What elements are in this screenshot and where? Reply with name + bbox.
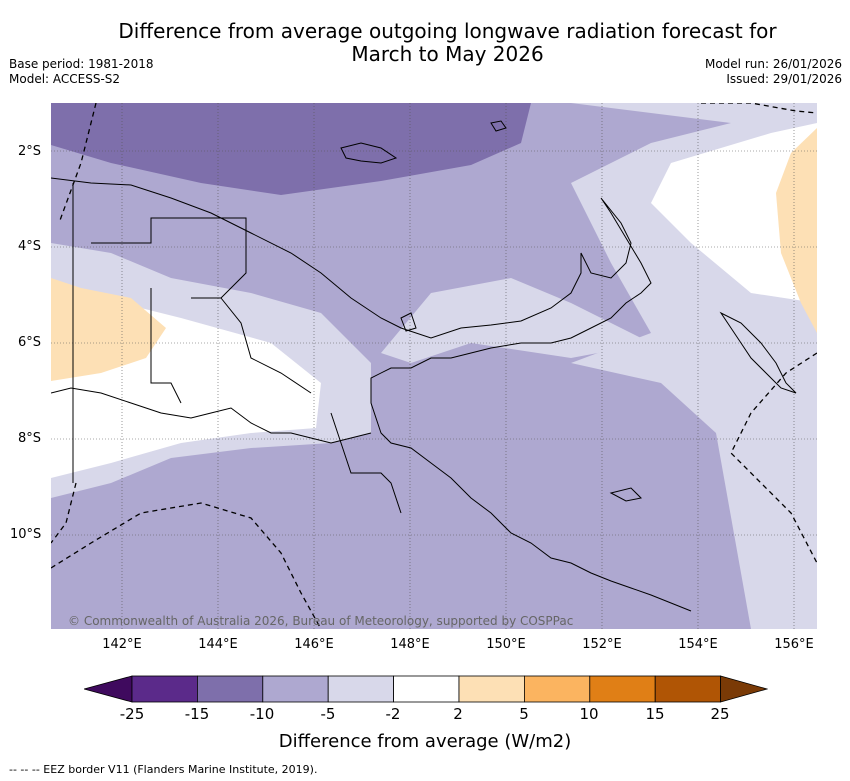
map-svg <box>51 103 817 629</box>
colorbar-title: Difference from average (W/m2) <box>278 731 572 752</box>
colorbar-segment <box>131 675 198 703</box>
colorbar-segment <box>523 675 591 703</box>
lon-label-146e: 146°E <box>294 637 334 652</box>
lat-label-10s: 10°S <box>10 527 42 542</box>
colorbar-tick: 5 <box>519 705 529 723</box>
eez-north-east <box>701 103 817 114</box>
base-period: Base period: 1981-2018 <box>9 57 154 71</box>
colorbar-tick: -5 <box>320 705 336 723</box>
colorbar-segment <box>458 675 525 703</box>
colorbar-segment <box>197 675 264 703</box>
lat-label-6s: 6°S <box>18 335 42 350</box>
province-border-1 <box>150 288 182 404</box>
manus-island <box>340 142 398 164</box>
colorbar-extend-right <box>720 675 768 703</box>
png-south-coast <box>51 387 372 444</box>
field-minus5-central <box>381 278 651 363</box>
colorbar-extend-left <box>84 675 133 703</box>
lat-label-8s: 8°S <box>18 431 42 446</box>
colorbar-tick: 15 <box>645 705 665 723</box>
small-island-2 <box>490 120 507 132</box>
field-plus2-west <box>51 278 166 381</box>
coastlines <box>51 120 797 612</box>
lon-label-156e: 156°E <box>774 637 814 652</box>
map-area[interactable] <box>51 103 817 629</box>
field-minus15-north <box>51 103 531 195</box>
issued-date: Issued: 29/01/2026 <box>726 72 842 86</box>
colorbar-segment <box>393 675 460 703</box>
colorbar-segment <box>327 675 394 703</box>
eez-borders <box>51 103 817 629</box>
lat-label-2s: 2°S <box>18 144 42 159</box>
colorbar-tick: -15 <box>184 705 210 723</box>
colorbar-segment <box>589 675 656 703</box>
lon-label-148e: 148°E <box>390 637 430 652</box>
field-plus2-east <box>776 128 817 333</box>
colorbar-segment <box>262 675 329 703</box>
model-run: Model run: 26/01/2026 <box>704 57 842 71</box>
colorbar-tick: -25 <box>119 705 145 723</box>
small-island-3 <box>609 487 643 502</box>
lon-label-142e: 142°E <box>102 637 142 652</box>
eez-south <box>51 502 322 629</box>
province-border-4 <box>330 412 402 514</box>
borders <box>72 183 402 514</box>
province-border-3 <box>220 297 312 394</box>
eez-west-south <box>51 482 77 544</box>
png-north-coast <box>51 177 692 612</box>
field-neutral-east <box>651 123 817 303</box>
colorbar <box>84 675 768 703</box>
eez-footnote: -- -- -- EEZ border V11 (Flanders Marine… <box>9 763 318 776</box>
model-name: Model: ACCESS-S2 <box>9 72 121 86</box>
colorbar-tick: 10 <box>579 705 599 723</box>
lon-label-144e: 144°E <box>198 637 238 652</box>
colorbar-tick: -10 <box>249 705 275 723</box>
copyright-text: © Commonwealth of Australia 2026, Bureau… <box>68 614 574 628</box>
lon-label-152e: 152°E <box>582 637 622 652</box>
lat-label-4s: 4°S <box>18 239 42 254</box>
lon-label-150e: 150°E <box>486 637 526 652</box>
colorbar-tick: -2 <box>385 705 401 723</box>
graticule <box>51 103 817 629</box>
colorbar-tick: 2 <box>453 705 463 723</box>
small-island-1 <box>400 312 417 332</box>
title-line-1: Difference from average outgoing longwav… <box>118 19 777 43</box>
title-line-2: March to May 2026 <box>351 42 544 66</box>
colorbar-tick: 25 <box>710 705 730 723</box>
meta-left: Base period: 1981-2018 Model: ACCESS-S2 <box>9 57 154 87</box>
colorbar-segment <box>654 675 722 703</box>
eez-west-north <box>58 103 97 224</box>
meta-right: Model run: 26/01/2026 Issued: 29/01/2026 <box>705 57 842 87</box>
chart-title: Difference from average outgoing longwav… <box>0 20 850 66</box>
bougainville <box>719 311 797 394</box>
lon-label-154e: 154°E <box>678 637 718 652</box>
eez-east <box>730 352 817 564</box>
